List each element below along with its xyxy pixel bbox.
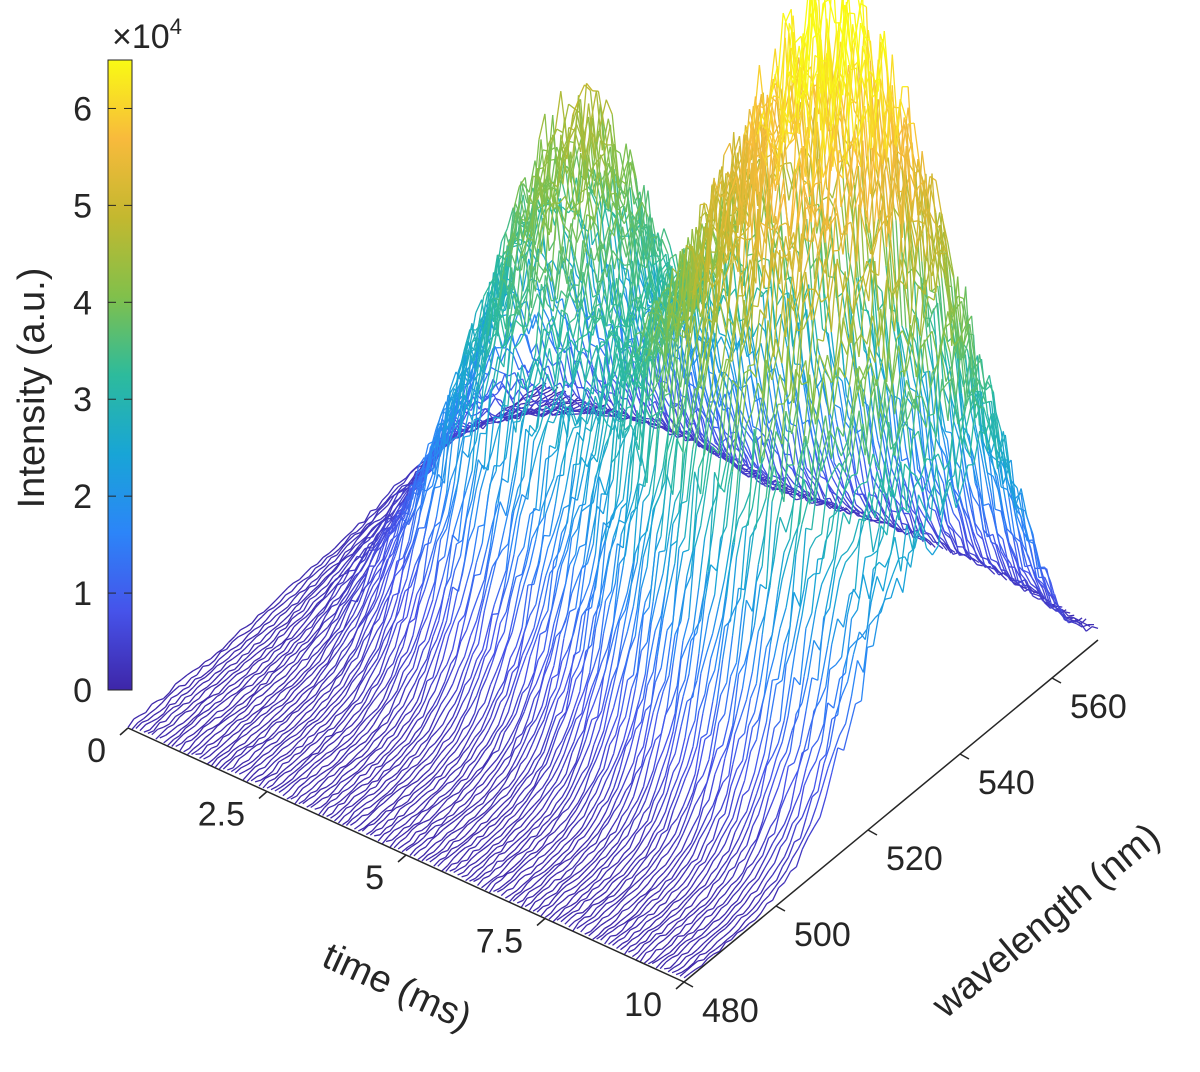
wavelength-tick-label: 480 <box>702 992 759 1030</box>
spectral-line <box>314 124 730 810</box>
colorbar-tick-label: 5 <box>73 187 92 225</box>
spectral-line <box>199 310 614 759</box>
wavelength-tick-label: 500 <box>794 916 851 954</box>
x-axis-label: time (ms) <box>316 935 477 1039</box>
colorbar-tick-label: 6 <box>73 90 92 128</box>
time-tick-label: 2.5 <box>198 796 245 834</box>
colorbar: 0 1 2 3 4 5 6 ×104 Intensity (a.u.) <box>11 14 182 710</box>
spectral-line <box>441 174 857 872</box>
colorbar-tick-label: 1 <box>73 575 92 613</box>
spectral-line <box>632 208 1047 958</box>
colorbar-gradient <box>107 59 133 691</box>
spectral-line <box>651 311 1067 965</box>
spectral-line <box>667 357 1083 973</box>
colorbar-tick-label: 4 <box>73 284 92 322</box>
time-tick-label: 5 <box>365 859 384 897</box>
y-axis-label: wavelength (nm) <box>924 815 1168 1027</box>
spectral-lines <box>127 0 1099 979</box>
spectral-line <box>282 84 697 797</box>
colorbar-tick-label: 2 <box>73 478 92 516</box>
time-ticks: 0 2.5 5 7.5 10 <box>87 727 685 1024</box>
spectral-line <box>147 390 563 734</box>
wavelength-tick-label: 520 <box>886 840 943 878</box>
z-axis-label: Intensity (a.u.) <box>11 268 53 509</box>
wavelength-ticks: 480 500 520 540 560 <box>683 677 1127 1030</box>
colorbar-exponent-label: ×104 <box>112 14 182 56</box>
time-tick-label: 7.5 <box>476 923 523 961</box>
axes: 0 2.5 5 7.5 10 480 500 520 540 560 time (ms) wav… <box>87 639 1168 1039</box>
spectral-line <box>298 99 713 805</box>
wavelength-tick-label: 560 <box>1070 688 1127 726</box>
wavelength-axis-line <box>683 639 1099 983</box>
spectral-line <box>683 413 1099 979</box>
time-tick-label: 0 <box>87 732 106 770</box>
spectral-line <box>214 254 630 768</box>
colorbar-ticks: 0 1 2 3 4 5 6 <box>73 90 132 710</box>
spectral-line <box>338 216 753 824</box>
time-tick-label: 10 <box>624 986 662 1024</box>
spectral-line <box>576 30 991 930</box>
colorbar-tick-label: 0 <box>73 672 92 710</box>
colorbar-tick-label: 3 <box>73 381 92 419</box>
spectral-line <box>306 130 722 808</box>
wavelength-tick-label: 540 <box>978 764 1035 802</box>
